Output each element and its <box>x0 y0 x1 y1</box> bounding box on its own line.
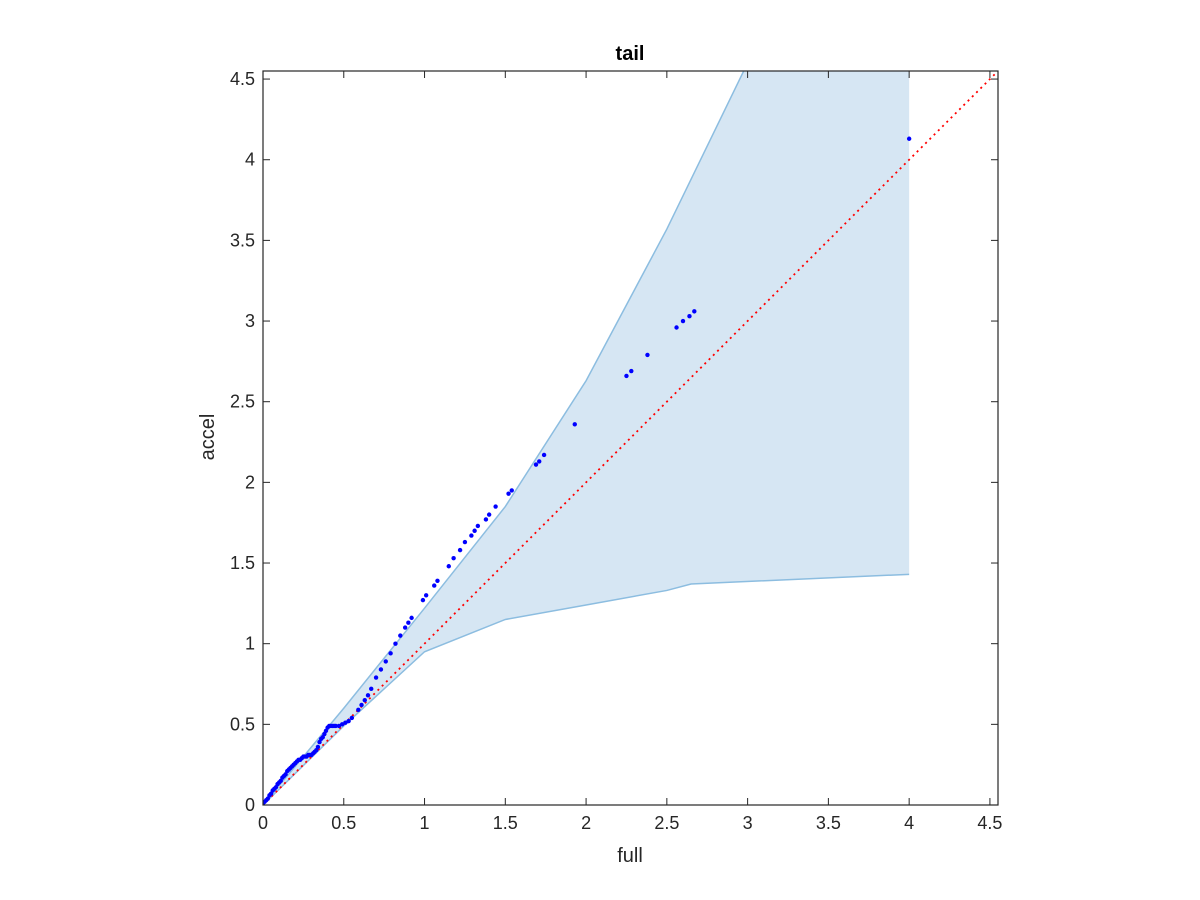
data-point <box>402 625 408 630</box>
axes-box <box>262 70 999 806</box>
x-axis-label: full <box>617 845 643 867</box>
data-point <box>333 723 338 729</box>
y-tick-label: 0.5 <box>230 714 255 734</box>
x-tick-label: 0 <box>258 813 268 833</box>
data-point <box>486 512 492 517</box>
data-point <box>509 488 514 493</box>
data-point <box>432 583 437 588</box>
data-point <box>475 523 481 529</box>
y-tick-label: 1 <box>245 634 255 654</box>
data-point <box>624 373 629 379</box>
x-tick-label: 2.5 <box>654 813 679 833</box>
data-point <box>315 744 321 750</box>
data-point <box>369 686 374 692</box>
data-point <box>462 539 468 545</box>
x-tick-label: 4 <box>904 813 914 833</box>
y-tick-label: 1.5 <box>230 553 255 573</box>
data-point <box>692 309 697 314</box>
data-point <box>533 462 539 467</box>
data-point <box>680 318 686 324</box>
data-point <box>469 533 474 538</box>
x-tick-label: 1 <box>420 813 430 833</box>
y-tick-label: 2.5 <box>230 392 255 412</box>
band-lower-edge <box>263 573 910 805</box>
data-point <box>674 325 679 330</box>
data-point <box>541 452 547 458</box>
data-point <box>493 504 498 509</box>
data-point <box>645 352 650 358</box>
data-point <box>435 578 440 583</box>
data-point <box>349 715 355 721</box>
data-point <box>906 136 912 141</box>
data-point <box>457 547 463 553</box>
y-tick-label: 0 <box>245 795 255 815</box>
x-tick-label: 3.5 <box>816 813 841 833</box>
y-tick-label: 2 <box>245 472 255 492</box>
data-point <box>572 422 577 427</box>
data-point <box>506 491 511 496</box>
y-tick-label: 3.5 <box>230 230 255 250</box>
y-tick-label: 3 <box>245 311 255 331</box>
data-point <box>446 564 451 569</box>
y-axis-label: accel <box>197 414 219 461</box>
data-point <box>537 459 542 464</box>
data-point <box>393 641 398 646</box>
x-tick-label: 4.5 <box>977 813 1002 833</box>
data-point <box>423 593 429 598</box>
data-point <box>365 693 371 698</box>
data-point <box>483 517 489 522</box>
x-tick-label: 3 <box>743 813 753 833</box>
data-point <box>406 620 411 625</box>
data-point <box>451 555 456 561</box>
x-tick-label: 2 <box>581 813 591 833</box>
x-tick-label: 1.5 <box>493 813 518 833</box>
data-point <box>420 597 426 603</box>
data-point <box>356 707 361 713</box>
data-point <box>687 314 692 319</box>
data-point <box>398 633 403 638</box>
data-point <box>378 667 384 672</box>
data-point <box>472 528 477 533</box>
x-tick-label: 0.5 <box>331 813 356 833</box>
band-upper-edge <box>263 71 745 805</box>
plot-clip-group <box>263 71 998 805</box>
data-point <box>383 659 388 664</box>
chart-title: tail <box>616 43 645 65</box>
data-point <box>362 697 367 703</box>
data-point <box>346 718 351 724</box>
data-point <box>373 675 379 680</box>
data-point <box>409 615 414 621</box>
y-tick-label: 4.5 <box>230 69 255 89</box>
y-tick-label: 4 <box>245 150 255 170</box>
data-point <box>629 368 634 374</box>
plot-area: 0 0.5 1 1.5 2 2.5 3 3.5 4 4.5 0 0.5 1 1.5 2 2.5 3 3.5 4 4.5 <box>230 69 1002 833</box>
data-point <box>388 651 393 656</box>
confidence-band <box>263 71 910 805</box>
data-point <box>359 702 364 708</box>
reference-line <box>263 71 998 805</box>
